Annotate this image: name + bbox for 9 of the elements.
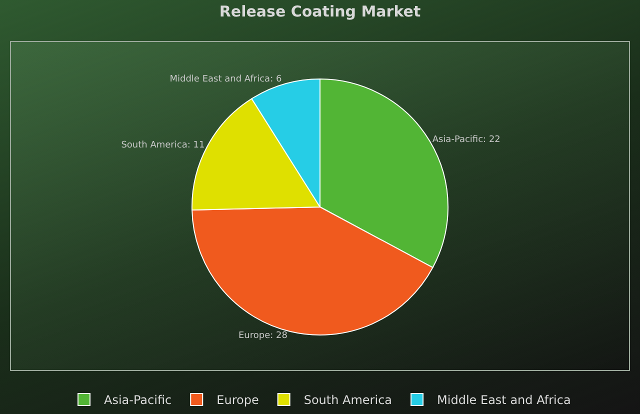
data-label: South America: 11 [121, 140, 205, 150]
chart-title: Release Coating Market [219, 2, 421, 21]
legend-label: Asia-Pacific [104, 393, 172, 408]
legend-label: Europe [216, 393, 259, 408]
data-label: Europe: 28 [238, 331, 288, 342]
data-label: Asia-Pacific: 22 [432, 134, 500, 145]
legend-label: Middle East and Africa [437, 393, 571, 408]
data-label: Middle East and Africa: 6 [170, 74, 282, 84]
legend-label: South America [304, 393, 392, 408]
